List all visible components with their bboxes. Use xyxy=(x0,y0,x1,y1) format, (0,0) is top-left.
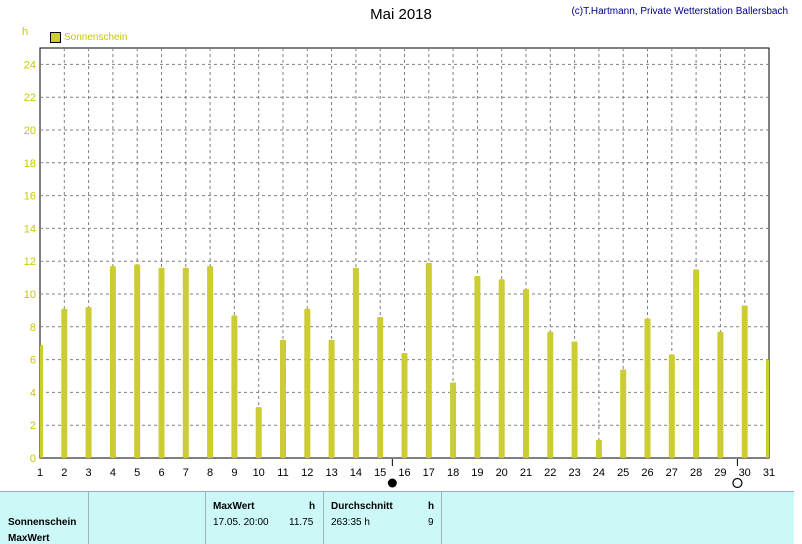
y-tick-label: 20 xyxy=(24,125,36,137)
max-value: 11.75 xyxy=(289,517,314,528)
bar xyxy=(474,275,481,458)
x-tick-label: 14 xyxy=(350,467,362,479)
max-header: MaxWert xyxy=(213,501,255,512)
x-tick-label: 19 xyxy=(471,467,483,479)
legend: Sonnenschein xyxy=(50,32,127,43)
bar xyxy=(158,267,165,458)
x-tick-label: 10 xyxy=(253,467,265,479)
x-tick-label: 4 xyxy=(110,467,116,479)
bar xyxy=(571,341,578,458)
bar xyxy=(377,316,384,458)
bar xyxy=(595,439,602,458)
x-tick-label: 5 xyxy=(134,467,140,479)
avg-header: Durchschnitt xyxy=(331,501,393,512)
bar xyxy=(207,266,214,458)
y-tick-label: 8 xyxy=(30,322,36,334)
bar xyxy=(717,331,724,458)
x-tick-label: 9 xyxy=(231,467,237,479)
bar xyxy=(61,308,68,458)
max-datetime: 17.05. 20:00 xyxy=(213,517,269,528)
bar xyxy=(182,267,189,458)
avg-total: 263:35 h xyxy=(331,517,370,528)
bar xyxy=(85,307,92,458)
x-tick-label: 15 xyxy=(374,467,386,479)
y-tick-label: 0 xyxy=(30,453,36,465)
bar xyxy=(498,279,505,458)
x-tick-label: 2 xyxy=(61,467,67,479)
x-tick-label: 28 xyxy=(690,467,702,479)
x-tick-label: 1 xyxy=(37,467,43,479)
x-tick-label: 23 xyxy=(568,467,580,479)
y-axis-unit: h xyxy=(22,26,29,38)
x-tick-label: 31 xyxy=(763,467,775,479)
y-tick-label: 16 xyxy=(24,191,36,203)
bar xyxy=(425,262,432,458)
bar xyxy=(523,289,529,458)
bar xyxy=(450,382,457,458)
stats-row-label-maxwert: MaxWert xyxy=(8,533,50,544)
bar xyxy=(547,331,554,458)
x-tick-label: 6 xyxy=(158,467,164,479)
bar xyxy=(40,344,43,458)
bar xyxy=(693,269,700,458)
x-tick-label: 26 xyxy=(641,467,653,479)
y-tick-label: 4 xyxy=(30,387,36,399)
x-tick-label: 24 xyxy=(593,467,605,479)
x-tick-label: 12 xyxy=(301,467,313,479)
chart-title: Mai 2018 xyxy=(370,6,432,23)
y-tick-label: 18 xyxy=(24,158,36,170)
x-tick-label: 3 xyxy=(86,467,92,479)
bar xyxy=(668,354,675,458)
stats-panel: Sonnenschein MaxWert MaxWert h 17.05. 20… xyxy=(0,491,794,544)
x-axis-ticks: 1 2 3 4 5 6 7 8 9 10 11 12 13 14 15 16 17 18 19 20 21 22 23 24 2… xyxy=(37,467,775,479)
x-tick-label: 16 xyxy=(398,467,410,479)
x-tick-label: 27 xyxy=(666,467,678,479)
x-tick-label: 30 xyxy=(739,467,751,479)
y-tick-label: 22 xyxy=(24,92,36,104)
bar xyxy=(401,353,408,458)
x-tick-label: 29 xyxy=(714,467,726,479)
x-tick-label: 22 xyxy=(544,467,556,479)
copyright-text: (c)T.Hartmann, Private Wetterstation Bal… xyxy=(571,6,788,17)
x-tick-label: 11 xyxy=(277,467,288,479)
bar xyxy=(352,267,359,458)
avg-unit: h xyxy=(428,501,435,512)
bar xyxy=(109,266,116,458)
y-tick-label: 24 xyxy=(24,59,36,71)
y-tick-label: 14 xyxy=(24,223,36,235)
x-tick-label: 8 xyxy=(207,467,213,479)
bar xyxy=(280,339,286,458)
bar xyxy=(255,407,262,458)
avg-value: 9 xyxy=(428,517,434,528)
bar xyxy=(328,339,335,458)
max-unit: h xyxy=(309,501,316,512)
x-tick-label: 7 xyxy=(183,467,189,479)
x-tick-label: 25 xyxy=(617,467,629,479)
bar xyxy=(134,264,141,458)
bar xyxy=(766,359,769,458)
bar xyxy=(231,315,238,458)
y-tick-label: 12 xyxy=(24,256,36,268)
legend-label: Sonnenschein xyxy=(64,32,128,43)
x-tick-label: 21 xyxy=(520,467,532,479)
y-tick-label: 2 xyxy=(30,420,36,432)
y-tick-label: 10 xyxy=(24,289,36,301)
bar-series xyxy=(40,262,769,458)
legend-swatch-icon xyxy=(50,32,61,43)
bar xyxy=(304,308,311,458)
x-tick-label: 20 xyxy=(496,467,508,479)
full-moon-icon xyxy=(387,478,397,488)
x-tick-label: 18 xyxy=(447,467,459,479)
bar xyxy=(644,318,651,458)
bar xyxy=(620,369,627,458)
stats-row-label-sunshine: Sonnenschein xyxy=(8,517,77,528)
new-moon-icon xyxy=(732,477,743,489)
bar xyxy=(741,305,748,458)
x-tick-label: 13 xyxy=(325,467,337,479)
y-tick-label: 6 xyxy=(30,355,36,367)
x-tick-label: 17 xyxy=(423,467,435,479)
moon-phase-markers xyxy=(387,459,743,489)
